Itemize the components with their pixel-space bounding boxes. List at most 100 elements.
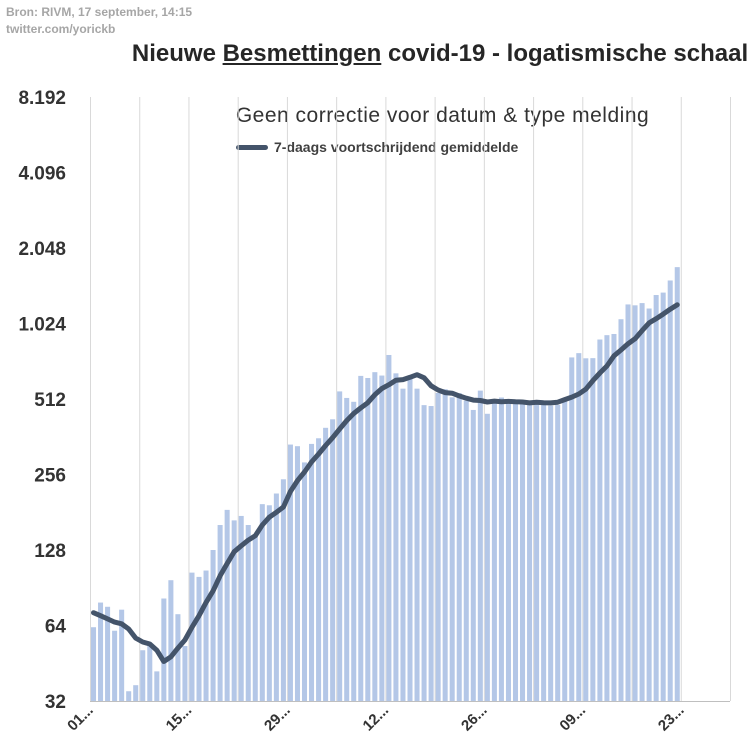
bar [555, 404, 561, 701]
x-tick-label: 23... [655, 702, 688, 735]
legend-line-swatch [236, 144, 268, 150]
bar [435, 392, 441, 701]
bar [541, 404, 547, 701]
source-note: Bron: RIVM, 17 september, 14:15 twitter.… [6, 4, 192, 38]
x-tick-label: 29... [261, 702, 294, 735]
bar [294, 446, 300, 701]
bar [189, 572, 195, 701]
bar [674, 267, 680, 701]
x-tick-label: 01... [64, 702, 97, 735]
y-tick-label: 2.048 [18, 239, 66, 260]
chart-title: Nieuwe Besmettingen covid-19 - logatismi… [130, 38, 750, 70]
bar [351, 401, 357, 701]
bar [273, 493, 279, 701]
bar [421, 405, 427, 701]
bar [344, 397, 350, 701]
bar [224, 509, 230, 701]
bar [280, 479, 286, 701]
bar [245, 525, 251, 701]
bar [238, 515, 244, 701]
bar [182, 646, 188, 701]
bar [337, 391, 343, 701]
bar [175, 614, 181, 701]
bar [112, 630, 118, 701]
bar [133, 685, 139, 701]
bar [498, 397, 504, 701]
bar [203, 570, 209, 701]
bar [646, 308, 652, 701]
bar [119, 609, 125, 701]
source-line-2: twitter.com/yorickb [6, 22, 116, 36]
y-tick-label: 32 [45, 692, 66, 713]
bar [527, 404, 533, 701]
y-tick-label: 8.192 [18, 88, 66, 109]
y-tick-label: 4.096 [18, 164, 66, 185]
bar [604, 335, 610, 701]
y-tick-label: 64 [45, 617, 67, 638]
x-axis-ticks: 01... 15... 29... 12... 26... 09... 23... [64, 702, 687, 735]
bar [287, 444, 293, 701]
y-axis-ticks: 32 64 128 256 512 1.024 2.048 4.096 8.192 [18, 88, 66, 713]
bar [358, 375, 364, 701]
bar [372, 372, 378, 701]
bar [667, 280, 673, 701]
bar [161, 598, 167, 701]
bar [505, 401, 511, 701]
bar [147, 646, 153, 701]
bar [611, 333, 617, 701]
title-part-1: Nieuwe [131, 40, 223, 67]
x-tick-label: 12... [360, 702, 393, 735]
bar [323, 427, 329, 701]
y-tick-label: 1.024 [18, 315, 66, 336]
bar [491, 399, 497, 701]
bar [168, 580, 174, 701]
bar [562, 399, 568, 701]
bar [569, 357, 575, 701]
bar [196, 576, 202, 701]
bar [98, 602, 104, 701]
legend-label: 7-daags voortschrijdend gemiddelde [274, 139, 519, 155]
bar [449, 397, 455, 701]
bar [259, 504, 265, 701]
legend: 7-daags voortschrijdend gemiddelde [236, 139, 518, 155]
bar [477, 390, 483, 701]
bar [428, 406, 434, 701]
bar [365, 377, 371, 701]
bar [330, 419, 336, 701]
bar [309, 443, 315, 701]
bar [105, 606, 111, 701]
chart-subtitle: Geen correctie voor datum & type melding [235, 104, 650, 127]
bar [301, 462, 308, 701]
x-tick-label: 26... [458, 702, 491, 735]
bar [618, 319, 624, 701]
y-tick-label: 128 [34, 541, 66, 562]
title-underlined: Besmettingen [222, 40, 382, 67]
bar [484, 413, 490, 701]
bar [653, 295, 659, 701]
bar [231, 520, 237, 701]
bar [576, 353, 582, 701]
bar [597, 339, 603, 701]
bars [91, 267, 680, 701]
bar [414, 388, 420, 701]
bar [154, 671, 160, 701]
bar [252, 536, 258, 701]
bar [140, 650, 146, 701]
x-tick-label: 15... [163, 702, 196, 735]
bar [400, 388, 406, 701]
bar [91, 627, 97, 701]
bar [548, 405, 554, 701]
bar [660, 292, 666, 701]
bar [625, 304, 631, 701]
bar [407, 378, 413, 701]
bar [210, 550, 216, 701]
bar [639, 303, 645, 701]
bar [590, 358, 596, 701]
title-part-2: covid-19 - logatismische schaal [381, 40, 749, 67]
bar [386, 354, 392, 701]
bar [316, 438, 322, 701]
bar [583, 358, 589, 701]
bar [217, 525, 223, 701]
bar [266, 505, 272, 701]
